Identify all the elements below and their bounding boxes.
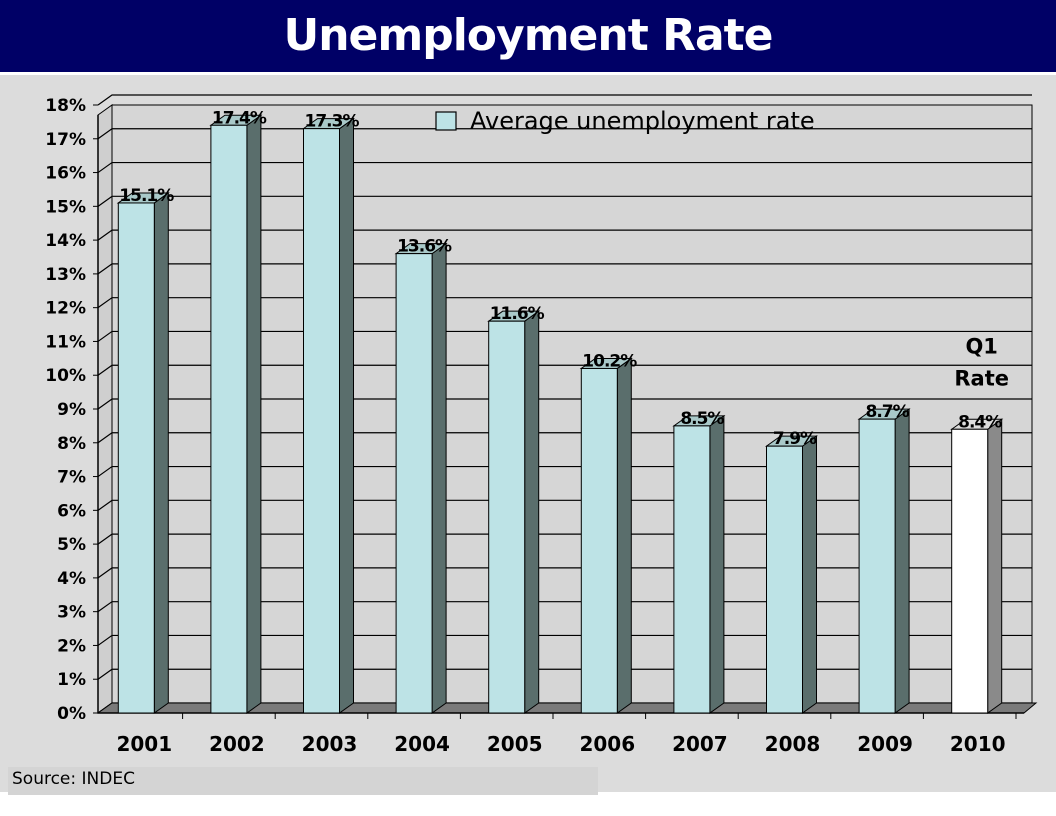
y-tick-label: 11% [45,332,86,352]
bar-side [153,191,169,714]
gridline [97,161,1032,174]
y-tick-label: 3% [57,603,86,623]
bar [210,124,248,714]
data-label: 17.4% [212,108,267,128]
bar-note: Rate [954,366,1009,390]
gridline [97,398,1032,410]
gridline [97,195,1032,207]
y-tick-label: 12% [45,299,86,319]
bar [766,445,803,714]
source-label: Source: INDEC [12,769,135,789]
bar [673,425,711,714]
y-tick-label: 18% [45,96,86,116]
gridline [97,668,1032,680]
bar-side [616,357,632,714]
x-tick-label: 2008 [765,732,821,756]
data-label: 15.1% [119,186,174,206]
gridline [97,634,1032,646]
bar-chart: 0% 1% 2% 3% 4% 5% 6% 7% 8% 9% 10% 11% 12% 13% 14% 15% 16… [45,94,1038,756]
bar-side [987,418,1003,714]
gridline [97,601,1032,613]
bar [303,128,340,714]
bar [951,428,989,714]
y-tick-label: 14% [45,231,86,251]
chart-panel: 0% 1% 2% 3% 4% 5% 6% 7% 8% 9% 10% 11% 12% 13% 14% 15% 16… [0,72,1056,795]
data-label: 11.6% [490,304,545,324]
x-tick-label: 2009 [857,732,913,756]
x-tick-label: 2006 [579,732,635,756]
legend-swatch [435,111,457,131]
bar-side [709,414,725,714]
gridline [97,229,1032,241]
bar-note: Q1 [965,334,997,358]
y-tick-label: 5% [57,535,86,555]
plot-side-wall [97,104,113,714]
gridline [97,128,1032,140]
chart-title: Unemployment Rate [0,0,1056,72]
data-label: 8.4% [958,412,1002,432]
y-tick-label: 2% [57,636,86,656]
gridline [97,499,1032,511]
x-tick-label: 2010 [950,732,1006,756]
legend-label: Average unemployment rate [470,107,815,135]
gridline [97,94,1032,106]
x-tick-label: 2002 [209,732,265,756]
bar [395,253,433,714]
data-label: 8.5% [680,409,724,429]
gridline [97,297,1032,309]
x-tick-label: 2004 [394,732,450,756]
y-tick-label: 6% [57,501,86,521]
source-bar [8,767,598,795]
y-tick-label: 7% [57,468,86,488]
bar-side [431,242,447,714]
x-tick-label: 2001 [116,732,172,756]
y-tick-label: 16% [45,164,86,184]
bar-side [339,117,354,714]
x-tick-label: 2003 [302,732,358,756]
y-tick-label: 10% [45,366,86,386]
bar [117,202,155,714]
y-tick-label: 17% [45,130,86,150]
y-tick-label: 0% [57,704,86,724]
x-tick-label: 2007 [672,732,728,756]
gridline [97,465,1032,478]
bar-side [246,114,262,714]
gridline [97,432,1032,444]
bar-side [894,408,910,714]
data-label: 17.3% [305,112,360,132]
bar-side [802,435,817,714]
gridline [97,330,1032,342]
bar [858,418,896,714]
bar [580,367,618,714]
data-label: 10.2% [582,351,637,371]
data-label: 8.7% [866,402,910,422]
gridline [97,364,1032,376]
data-label: 13.6% [397,237,452,257]
data-label: 7.9% [773,429,817,449]
x-tick-label: 2005 [487,732,543,756]
y-tick-label: 13% [45,265,86,285]
y-tick-label: 15% [45,197,86,217]
y-tick-label: 1% [57,670,86,690]
bar-side [524,310,540,714]
y-tick-label: 9% [57,400,86,420]
gridline [97,533,1032,545]
gridline [97,567,1032,579]
y-tick-label: 4% [57,569,86,589]
bar [488,320,526,714]
y-tick-label: 8% [57,434,86,454]
gridline [97,263,1032,275]
